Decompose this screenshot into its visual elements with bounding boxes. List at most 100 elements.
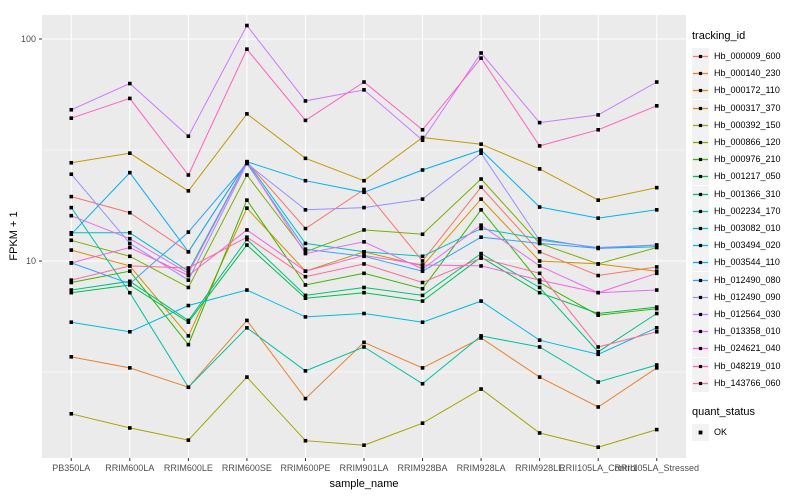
legend-item-label: Hb_000317_370 xyxy=(714,102,781,113)
legend-item-label: Hb_001366_310 xyxy=(714,188,781,199)
data-point xyxy=(128,170,132,175)
data-point xyxy=(362,271,366,276)
legend-key-swatch xyxy=(692,237,709,255)
legend-key-swatch xyxy=(692,168,709,186)
data-point xyxy=(362,262,366,266)
data-point xyxy=(420,168,425,172)
data-point xyxy=(479,235,483,239)
data-point xyxy=(537,338,542,342)
data-point xyxy=(537,259,542,263)
data-point xyxy=(303,247,308,252)
x-tick-label: RRIM928LE xyxy=(515,463,564,473)
data-point xyxy=(69,278,74,282)
data-point xyxy=(420,267,425,271)
data-point xyxy=(537,250,542,254)
data-point xyxy=(479,185,483,189)
legend-key-swatch xyxy=(692,288,709,306)
data-point xyxy=(362,250,366,254)
legend-item-label: Hb_003082_010 xyxy=(714,223,781,233)
data-point xyxy=(537,167,542,171)
data-point xyxy=(420,263,425,267)
x-tick-label: RRIM901LA xyxy=(339,463,388,473)
data-point xyxy=(69,320,74,325)
data-point xyxy=(654,243,659,247)
legend-point-sample xyxy=(698,89,703,93)
data-point xyxy=(245,326,249,330)
data-point xyxy=(186,269,191,273)
data-point xyxy=(479,264,483,268)
data-point xyxy=(245,237,249,242)
data-point xyxy=(362,340,366,345)
legend-point-sample xyxy=(698,123,703,127)
legend-item-label: Hb_000976_210 xyxy=(714,154,781,165)
data-point xyxy=(479,56,483,60)
legend-point-sample xyxy=(698,312,703,317)
data-point xyxy=(186,134,191,138)
data-point xyxy=(303,269,308,273)
x-tick-label: RRIM600LA xyxy=(105,463,154,473)
data-point xyxy=(362,88,366,92)
legend-key-swatch xyxy=(692,48,709,65)
data-point xyxy=(303,396,308,401)
legend-point-sample xyxy=(698,226,703,231)
data-point xyxy=(69,238,74,243)
data-point xyxy=(654,305,659,309)
data-point xyxy=(596,262,600,266)
data-point xyxy=(654,80,659,84)
legend-item-label: Hb_000140_230 xyxy=(714,68,781,79)
legend-key-swatch xyxy=(692,82,709,100)
legend-point-sample xyxy=(698,175,703,179)
data-point xyxy=(479,334,483,338)
legend-item-label: Hb_000866_120 xyxy=(714,137,781,147)
x-tick-label: RRII105LA_Stressed xyxy=(614,463,699,473)
data-point xyxy=(245,243,249,247)
data-point xyxy=(362,190,366,195)
data-point xyxy=(537,144,542,148)
data-point xyxy=(186,303,191,308)
y-tick-label: 100 xyxy=(21,34,36,44)
legend-key-swatch xyxy=(692,306,709,323)
data-point xyxy=(420,254,425,259)
data-point xyxy=(186,320,191,325)
data-point xyxy=(303,208,308,212)
data-point xyxy=(479,208,483,212)
data-point xyxy=(69,107,74,112)
data-point xyxy=(537,280,542,285)
data-point xyxy=(303,369,308,373)
data-point xyxy=(654,311,659,316)
data-point xyxy=(537,290,542,295)
data-point xyxy=(245,375,249,379)
legend-key-swatch xyxy=(692,116,709,134)
data-point xyxy=(128,329,132,334)
data-point xyxy=(654,326,659,330)
x-tick-label: RRIM600SE xyxy=(222,463,272,473)
x-tick-label: RRIM600PE xyxy=(280,463,330,473)
legend-key-swatch xyxy=(692,323,709,341)
data-point xyxy=(69,280,74,285)
data-point xyxy=(128,279,132,284)
data-point xyxy=(245,173,249,177)
data-point xyxy=(654,366,659,370)
data-point xyxy=(362,178,366,183)
legend-key-swatch xyxy=(692,424,709,441)
legend-item-label: Hb_048219_010 xyxy=(714,360,781,371)
data-point xyxy=(186,334,191,338)
data-point xyxy=(128,151,132,155)
data-point xyxy=(303,296,308,300)
legend-key-swatch xyxy=(692,254,709,272)
legend-key-swatch xyxy=(692,220,709,237)
data-point xyxy=(69,290,74,295)
legend-key-swatch xyxy=(692,374,709,392)
data-point xyxy=(479,387,483,391)
legend-point-sample xyxy=(698,72,703,76)
legend-item-label: Hb_000172_110 xyxy=(714,85,780,96)
data-point xyxy=(420,259,425,263)
data-point xyxy=(537,278,542,282)
data-point xyxy=(128,230,132,235)
data-point xyxy=(537,238,542,243)
legend-key-swatch xyxy=(692,134,709,151)
data-point xyxy=(596,349,600,354)
data-point xyxy=(303,118,308,123)
data-point xyxy=(245,198,249,202)
x-tick-label: RRII105LA_Control xyxy=(559,463,637,473)
